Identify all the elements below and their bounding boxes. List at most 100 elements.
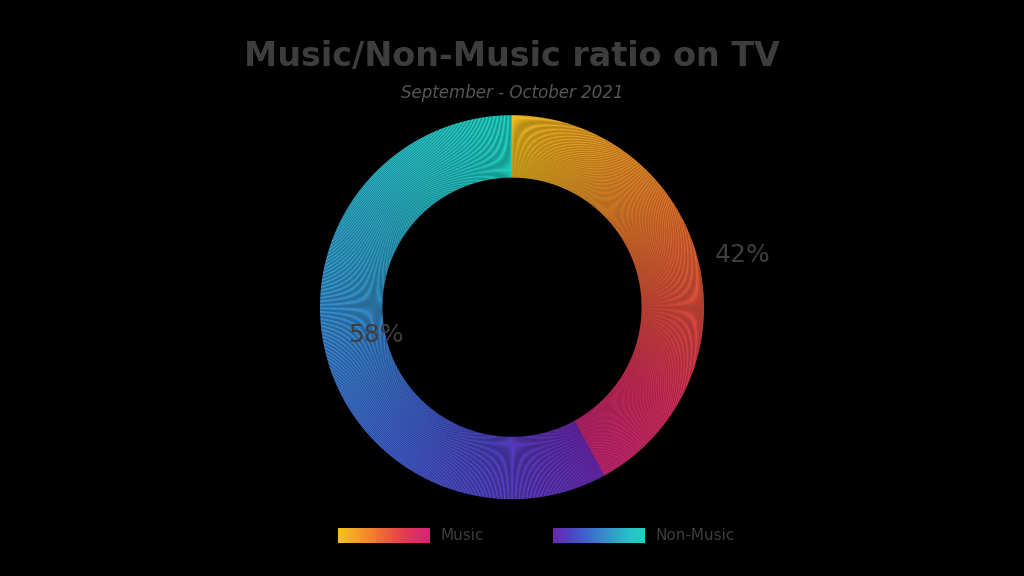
- Wedge shape: [374, 397, 420, 442]
- Wedge shape: [367, 392, 415, 434]
- Wedge shape: [637, 341, 697, 359]
- Wedge shape: [630, 360, 687, 386]
- Wedge shape: [641, 289, 703, 296]
- Wedge shape: [625, 372, 679, 403]
- Wedge shape: [605, 397, 651, 441]
- Wedge shape: [641, 290, 703, 297]
- Wedge shape: [618, 198, 671, 234]
- Wedge shape: [604, 397, 649, 442]
- Wedge shape: [362, 388, 412, 428]
- Wedge shape: [543, 433, 559, 494]
- Wedge shape: [388, 406, 429, 455]
- Wedge shape: [361, 387, 411, 427]
- Wedge shape: [640, 281, 702, 290]
- Wedge shape: [387, 406, 428, 454]
- Wedge shape: [548, 431, 566, 492]
- Wedge shape: [489, 116, 498, 179]
- Wedge shape: [322, 283, 383, 291]
- Wedge shape: [581, 145, 614, 198]
- Wedge shape: [610, 392, 657, 433]
- Wedge shape: [438, 427, 463, 485]
- Wedge shape: [525, 436, 532, 498]
- Wedge shape: [627, 217, 682, 247]
- Wedge shape: [470, 119, 484, 181]
- Wedge shape: [607, 177, 654, 220]
- Wedge shape: [330, 246, 389, 267]
- Wedge shape: [633, 238, 691, 262]
- Wedge shape: [416, 419, 447, 474]
- Wedge shape: [377, 170, 422, 215]
- Wedge shape: [610, 181, 657, 223]
- Wedge shape: [548, 431, 567, 491]
- Wedge shape: [641, 294, 703, 300]
- Wedge shape: [593, 157, 632, 206]
- Wedge shape: [604, 172, 649, 217]
- Wedge shape: [441, 128, 465, 187]
- Wedge shape: [640, 324, 702, 333]
- Wedge shape: [505, 115, 508, 177]
- Wedge shape: [555, 429, 577, 488]
- Wedge shape: [557, 127, 580, 186]
- Wedge shape: [325, 265, 386, 279]
- Wedge shape: [340, 220, 396, 249]
- Wedge shape: [321, 314, 383, 319]
- Wedge shape: [571, 137, 601, 192]
- Wedge shape: [427, 134, 456, 191]
- Wedge shape: [606, 175, 652, 219]
- Wedge shape: [623, 208, 677, 241]
- Wedge shape: [321, 318, 383, 325]
- Wedge shape: [531, 118, 542, 179]
- Wedge shape: [641, 311, 703, 314]
- Wedge shape: [321, 312, 383, 315]
- Wedge shape: [464, 121, 480, 182]
- Wedge shape: [328, 253, 388, 271]
- Wedge shape: [631, 358, 689, 382]
- Text: Music: Music: [440, 528, 483, 543]
- Wedge shape: [609, 180, 656, 222]
- Wedge shape: [453, 430, 473, 490]
- Wedge shape: [627, 366, 683, 395]
- Wedge shape: [365, 183, 413, 224]
- Wedge shape: [613, 188, 664, 228]
- Wedge shape: [563, 426, 590, 483]
- Wedge shape: [598, 404, 640, 451]
- Wedge shape: [567, 424, 595, 481]
- Wedge shape: [586, 150, 623, 201]
- Wedge shape: [634, 240, 692, 263]
- Wedge shape: [343, 369, 398, 399]
- Wedge shape: [496, 436, 502, 499]
- Wedge shape: [347, 208, 401, 241]
- Wedge shape: [321, 309, 382, 312]
- Wedge shape: [401, 149, 438, 201]
- Wedge shape: [411, 143, 444, 197]
- Wedge shape: [621, 377, 674, 411]
- Wedge shape: [368, 180, 415, 222]
- Wedge shape: [497, 437, 503, 499]
- Wedge shape: [639, 267, 700, 281]
- Wedge shape: [379, 401, 423, 446]
- Wedge shape: [595, 160, 635, 208]
- Wedge shape: [626, 215, 681, 246]
- Wedge shape: [328, 251, 388, 270]
- Wedge shape: [337, 228, 394, 255]
- Wedge shape: [615, 384, 667, 422]
- Wedge shape: [618, 197, 670, 233]
- Wedge shape: [603, 399, 648, 444]
- Wedge shape: [641, 297, 703, 301]
- Wedge shape: [328, 344, 388, 363]
- Wedge shape: [322, 325, 384, 335]
- Wedge shape: [502, 437, 506, 499]
- Wedge shape: [607, 394, 654, 437]
- Wedge shape: [350, 202, 403, 237]
- Wedge shape: [631, 232, 689, 257]
- Wedge shape: [642, 308, 703, 310]
- Wedge shape: [343, 214, 398, 245]
- Wedge shape: [498, 116, 504, 178]
- Wedge shape: [622, 375, 676, 408]
- Wedge shape: [568, 423, 597, 480]
- Wedge shape: [466, 120, 482, 181]
- Wedge shape: [442, 128, 466, 187]
- Wedge shape: [421, 138, 452, 193]
- Wedge shape: [592, 156, 631, 206]
- Wedge shape: [321, 313, 383, 318]
